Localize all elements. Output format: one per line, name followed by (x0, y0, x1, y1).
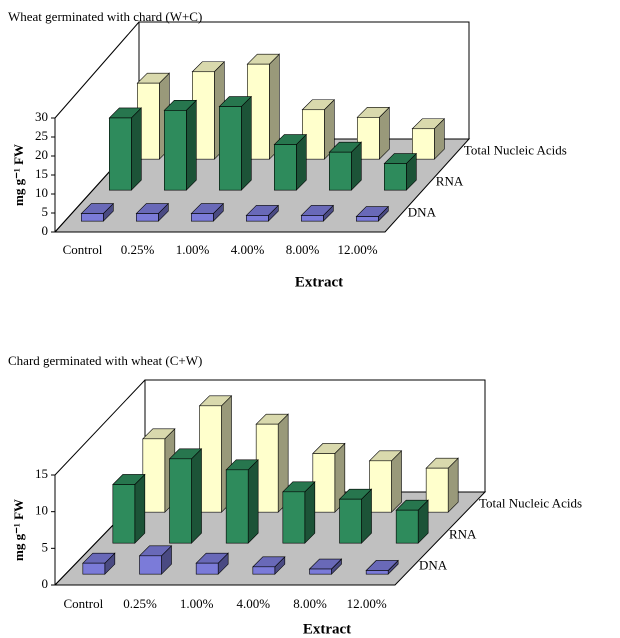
bar (225, 469, 249, 544)
x-tick-label: 0.25% (121, 242, 155, 257)
bar (252, 566, 276, 575)
bar (109, 117, 132, 191)
x-tick-label: Control (63, 242, 103, 257)
legend-label: RNA (449, 526, 477, 541)
bar (139, 555, 162, 575)
bar (411, 128, 435, 160)
chart: 0 5 10 15 mg g⁻¹ FW Chard germinated with whe… (8, 353, 582, 637)
y-tick-label: 5 (42, 204, 49, 219)
x-tick-label: 1.00% (176, 242, 210, 257)
bar (339, 498, 362, 544)
bar (255, 423, 279, 513)
chart-title: Wheat germinated with chard (W+C) (8, 9, 202, 24)
x-tick-label: 1.00% (180, 596, 214, 611)
bar (383, 163, 407, 191)
x-tick-label: 8.00% (293, 596, 327, 611)
y-tick-label: 0 (42, 576, 49, 591)
bar-side (241, 95, 252, 191)
bar (112, 484, 136, 544)
x-tick-label: 12.00% (347, 596, 387, 611)
bar (199, 405, 222, 513)
legend-label: Total Nucleic Acids (479, 495, 582, 510)
bar (219, 106, 242, 191)
y-tick-label: 15 (35, 466, 48, 481)
left-wall (54, 21, 140, 119)
bar (246, 215, 269, 222)
x-axis-title: Extract (295, 274, 343, 290)
bar (191, 213, 214, 222)
bar (82, 562, 106, 575)
bar (312, 453, 336, 513)
legend-label: DNA (408, 204, 437, 219)
bar-side (131, 107, 142, 191)
y-tick-label: 5 (42, 539, 49, 554)
bar (356, 117, 380, 160)
bar (369, 460, 392, 513)
bar (169, 458, 192, 544)
bar (328, 151, 352, 191)
bar (425, 467, 449, 513)
bar (300, 215, 324, 222)
y-axis-title: mg g⁻¹ FW (11, 144, 26, 206)
y-tick-label: 30 (35, 109, 48, 124)
bar (164, 110, 187, 191)
y-tick-label: 10 (35, 503, 48, 518)
x-tick-label: 4.00% (237, 596, 271, 611)
bar-side (247, 459, 259, 544)
bar (136, 213, 159, 222)
y-tick-label: 15 (35, 166, 48, 181)
chart: 0 5 10 15 20 25 30 mg g⁻¹ FW Wheat germinated wi… (8, 9, 567, 290)
legend-label: RNA (436, 173, 464, 188)
bar-side (391, 450, 402, 513)
x-tick-label: 8.00% (286, 242, 320, 257)
bar (355, 216, 379, 222)
x-tick-label: Control (63, 596, 103, 611)
bar (309, 568, 332, 575)
legend-label: Total Nucleic Acids (464, 142, 567, 157)
y-axis-title: mg g⁻¹ FW (11, 499, 26, 561)
bar (282, 491, 306, 544)
bar (273, 144, 297, 191)
bar-side (186, 99, 197, 191)
bar (142, 438, 166, 513)
left-wall (54, 379, 146, 476)
chart-title: Chard germinated with wheat (C+W) (8, 353, 202, 368)
bar (81, 213, 104, 222)
x-tick-label: 4.00% (231, 242, 265, 257)
bar-side (191, 448, 202, 544)
bar (395, 509, 419, 544)
bar-side (304, 481, 316, 544)
x-tick-label: 12.00% (337, 242, 377, 257)
legend-label: DNA (419, 557, 448, 572)
y-tick-label: 0 (42, 223, 49, 238)
bar (195, 562, 219, 575)
bar (365, 570, 389, 575)
x-tick-label: 0.25% (123, 596, 157, 611)
y-tick-label: 25 (35, 128, 48, 143)
bar-side (134, 473, 146, 544)
y-tick-label: 10 (35, 185, 48, 200)
y-tick-label: 20 (35, 147, 48, 162)
x-axis-title: Extract (303, 621, 351, 637)
